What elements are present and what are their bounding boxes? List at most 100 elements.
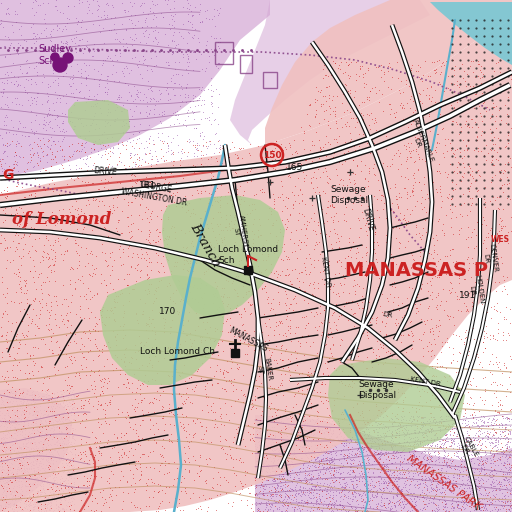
Point bbox=[253, 461, 262, 470]
Point bbox=[474, 57, 482, 66]
Point bbox=[42, 126, 50, 135]
Point bbox=[428, 391, 436, 399]
Point bbox=[458, 212, 466, 220]
Point bbox=[9, 122, 17, 131]
Point bbox=[5, 474, 13, 482]
Point bbox=[68, 471, 76, 479]
Point bbox=[44, 137, 52, 145]
Point bbox=[14, 419, 23, 428]
Point bbox=[489, 419, 498, 427]
Point bbox=[489, 479, 497, 487]
Point bbox=[16, 401, 24, 410]
Point bbox=[305, 151, 313, 159]
Point bbox=[400, 412, 408, 420]
Point bbox=[57, 459, 66, 467]
Point bbox=[194, 504, 202, 512]
Point bbox=[248, 287, 256, 295]
Point bbox=[472, 176, 480, 184]
Point bbox=[499, 413, 507, 421]
Point bbox=[301, 156, 309, 164]
Point bbox=[375, 483, 383, 492]
Point bbox=[289, 306, 297, 314]
Point bbox=[503, 135, 511, 143]
Point bbox=[307, 179, 315, 187]
Point bbox=[3, 456, 11, 464]
Point bbox=[453, 418, 461, 426]
Point bbox=[343, 459, 351, 467]
Point bbox=[355, 439, 363, 447]
Point bbox=[464, 436, 472, 444]
Point bbox=[284, 498, 292, 506]
Point bbox=[463, 421, 471, 430]
Point bbox=[398, 104, 407, 112]
Point bbox=[355, 258, 363, 266]
Point bbox=[476, 426, 484, 435]
Point bbox=[407, 317, 415, 325]
Point bbox=[440, 458, 448, 466]
Point bbox=[323, 460, 331, 468]
Point bbox=[436, 443, 444, 451]
Point bbox=[31, 0, 39, 4]
Point bbox=[325, 289, 333, 297]
Point bbox=[386, 196, 394, 204]
Point bbox=[459, 416, 467, 424]
Point bbox=[334, 425, 342, 433]
Point bbox=[280, 502, 288, 510]
Point bbox=[300, 410, 308, 418]
Point bbox=[302, 498, 310, 506]
Point bbox=[49, 137, 57, 145]
Point bbox=[0, 434, 5, 442]
Point bbox=[151, 330, 159, 338]
Point bbox=[78, 339, 86, 348]
Point bbox=[386, 505, 394, 512]
Point bbox=[427, 442, 435, 450]
Point bbox=[43, 428, 51, 436]
Point bbox=[216, 230, 224, 239]
Point bbox=[373, 270, 381, 279]
Point bbox=[441, 437, 450, 445]
Point bbox=[327, 432, 335, 440]
Point bbox=[378, 260, 387, 268]
Point bbox=[312, 465, 321, 474]
Point bbox=[373, 258, 381, 266]
Point bbox=[4, 495, 12, 503]
Point bbox=[474, 476, 482, 484]
Point bbox=[114, 77, 122, 86]
Point bbox=[320, 306, 328, 314]
Point bbox=[29, 402, 37, 410]
Point bbox=[11, 465, 19, 473]
Point bbox=[284, 435, 292, 443]
Point bbox=[396, 216, 404, 224]
Point bbox=[236, 336, 244, 344]
Point bbox=[285, 376, 293, 384]
Point bbox=[57, 482, 66, 490]
Point bbox=[151, 352, 159, 360]
Point bbox=[122, 141, 130, 150]
Point bbox=[457, 437, 465, 445]
Point bbox=[4, 345, 12, 353]
Point bbox=[382, 381, 391, 389]
Point bbox=[501, 101, 509, 110]
Point bbox=[197, 336, 205, 344]
Point bbox=[0, 465, 6, 473]
Point bbox=[287, 416, 295, 424]
Point bbox=[9, 404, 17, 413]
Point bbox=[95, 314, 103, 323]
Point bbox=[291, 467, 299, 476]
Point bbox=[305, 493, 313, 501]
Point bbox=[176, 446, 184, 454]
Point bbox=[359, 480, 368, 488]
Point bbox=[269, 490, 278, 499]
Point bbox=[291, 420, 300, 429]
Point bbox=[69, 405, 77, 413]
Point bbox=[123, 408, 131, 416]
Point bbox=[82, 489, 91, 497]
Point bbox=[336, 474, 344, 482]
Point bbox=[490, 140, 499, 148]
Point bbox=[467, 464, 476, 473]
Point bbox=[304, 290, 312, 298]
Point bbox=[163, 83, 172, 92]
Point bbox=[20, 333, 28, 341]
Point bbox=[54, 469, 62, 477]
Point bbox=[386, 478, 394, 486]
